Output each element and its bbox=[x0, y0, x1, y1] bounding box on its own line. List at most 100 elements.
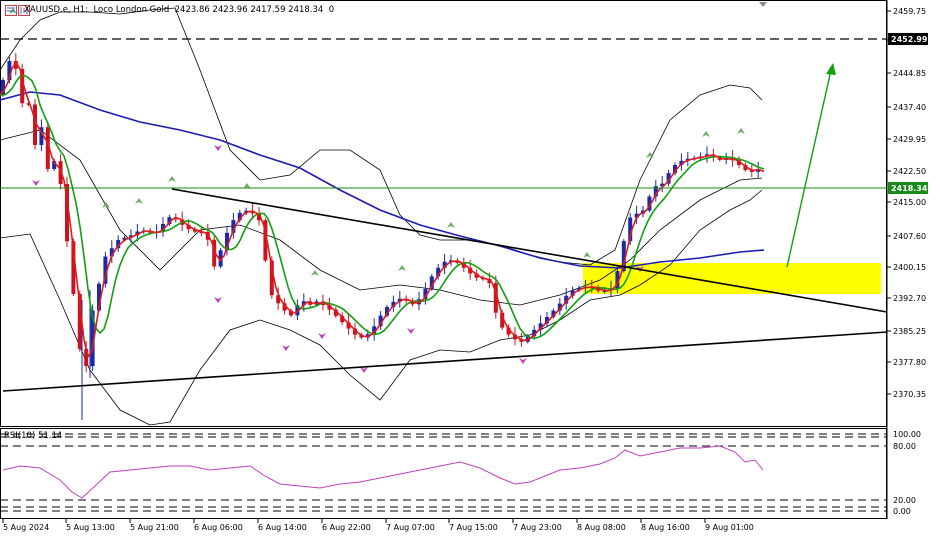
candle-body bbox=[474, 273, 479, 278]
candle-body bbox=[385, 307, 389, 316]
fractal-up-icon bbox=[583, 252, 591, 258]
candle-body bbox=[333, 309, 338, 316]
lower-band bbox=[0, 189, 763, 426]
time-label: 8 Aug 08:00 bbox=[577, 523, 626, 532]
mid-moving-average bbox=[0, 74, 765, 339]
candle-body bbox=[538, 323, 543, 330]
arrow-head-icon bbox=[826, 63, 836, 75]
rsi-level-label: 0.00 bbox=[893, 507, 911, 516]
candle-body bbox=[545, 317, 549, 324]
candle-body bbox=[161, 224, 165, 232]
rsi-level-label: 100.00 bbox=[893, 430, 921, 439]
candle-body bbox=[7, 61, 12, 80]
candle-body bbox=[378, 315, 383, 327]
candle-body bbox=[212, 239, 217, 267]
candle-body bbox=[653, 186, 658, 197]
fractal-up-icon bbox=[646, 152, 654, 158]
candle-body bbox=[116, 239, 121, 249]
time-label: 6 Aug 14:00 bbox=[258, 523, 307, 532]
candle-body bbox=[276, 295, 281, 304]
candle-body bbox=[97, 283, 101, 311]
candle-body bbox=[442, 261, 447, 268]
candle-body bbox=[570, 290, 575, 296]
candle-body bbox=[621, 241, 626, 272]
candle-body bbox=[269, 260, 274, 296]
candle-body bbox=[679, 160, 684, 165]
candle-body bbox=[500, 312, 505, 328]
rsi-level-label: 80.00 bbox=[893, 442, 916, 451]
candle-body bbox=[513, 334, 517, 340]
fractal-down-icon bbox=[214, 145, 222, 151]
chart-window-icon[interactable] bbox=[5, 5, 35, 16]
price-tick-label: 2422.50 bbox=[893, 167, 926, 176]
descending-trendline[interactable] bbox=[171, 188, 888, 313]
current-price-box bbox=[888, 182, 928, 194]
candle-body bbox=[423, 289, 428, 300]
price-tick-label: 2429.95 bbox=[893, 135, 926, 144]
fractal-down-icon bbox=[407, 328, 415, 334]
candle-body bbox=[263, 220, 268, 261]
spread-value: 0 bbox=[328, 5, 335, 15]
fractal-up-icon bbox=[737, 128, 745, 134]
price-tick-label: 2370.35 bbox=[893, 390, 926, 399]
timeframe: H1 bbox=[73, 5, 86, 15]
fractal-down-icon bbox=[32, 180, 40, 186]
scroll-marker-icon[interactable] bbox=[759, 2, 767, 7]
candle-body bbox=[52, 161, 57, 169]
candle-body bbox=[340, 315, 345, 323]
fractal-down-icon bbox=[282, 345, 290, 351]
candle-body bbox=[84, 348, 89, 367]
fractal-up-icon bbox=[168, 176, 176, 182]
candle-body bbox=[282, 303, 287, 311]
upper-band bbox=[0, 7, 763, 266]
candle-body bbox=[218, 250, 223, 267]
candle-body bbox=[743, 165, 748, 170]
price-tick-label: 2415.00 bbox=[893, 198, 926, 207]
fractal-up-icon bbox=[447, 222, 455, 228]
candle-body bbox=[122, 237, 127, 240]
candle-body bbox=[39, 127, 44, 145]
time-axis: 5 Aug 2024 5 Aug 13:00 5 Aug 21:00 6 Aug 06… bbox=[2, 519, 754, 532]
candle-body bbox=[237, 212, 242, 221]
candle-body bbox=[231, 220, 236, 233]
candle-body bbox=[167, 217, 172, 224]
candle-body bbox=[289, 310, 293, 316]
candle-body bbox=[615, 271, 620, 289]
candle-body bbox=[564, 295, 569, 304]
time-label: 5 Aug 2024 bbox=[3, 523, 49, 532]
candle-body bbox=[71, 241, 76, 294]
main-chart-frame bbox=[0, 0, 887, 427]
candle-body bbox=[737, 160, 741, 165]
candle-body bbox=[295, 305, 300, 316]
candle-body bbox=[33, 104, 37, 145]
candle-body bbox=[532, 329, 537, 337]
candle-body bbox=[346, 322, 351, 329]
candle-body bbox=[410, 300, 415, 305]
ohlc-values: 2423.86 2423.96 2417.59 2418.34 bbox=[174, 5, 324, 15]
price-tick-label: 2437.40 bbox=[893, 103, 926, 112]
time-label: 7 Aug 23:00 bbox=[513, 523, 562, 532]
candle-body bbox=[468, 267, 473, 274]
candle-body bbox=[647, 196, 652, 211]
candle-body bbox=[461, 262, 466, 268]
slow-moving-average bbox=[0, 91, 765, 269]
fractal-up-icon bbox=[311, 270, 319, 276]
bollinger-bands bbox=[0, 7, 763, 426]
candle-body bbox=[90, 310, 95, 367]
fast-moving-average bbox=[0, 61, 765, 359]
candle-body bbox=[225, 232, 229, 251]
candle-body bbox=[186, 224, 191, 230]
fractal-down-icon bbox=[318, 333, 326, 339]
fractal-down-icon bbox=[214, 297, 222, 303]
candle-body bbox=[628, 217, 633, 242]
slow-ma-line bbox=[0, 91, 765, 269]
rsi-line bbox=[2, 445, 764, 499]
price-tick-label: 2444.85 bbox=[893, 69, 926, 78]
fractal-up-icon bbox=[102, 202, 110, 208]
time-label: 7 Aug 07:00 bbox=[386, 523, 435, 532]
fractal-down-icon bbox=[360, 367, 368, 373]
time-label: 8 Aug 16:00 bbox=[641, 523, 690, 532]
ascending-trendline[interactable] bbox=[2, 331, 888, 392]
candle-body bbox=[551, 310, 556, 317]
